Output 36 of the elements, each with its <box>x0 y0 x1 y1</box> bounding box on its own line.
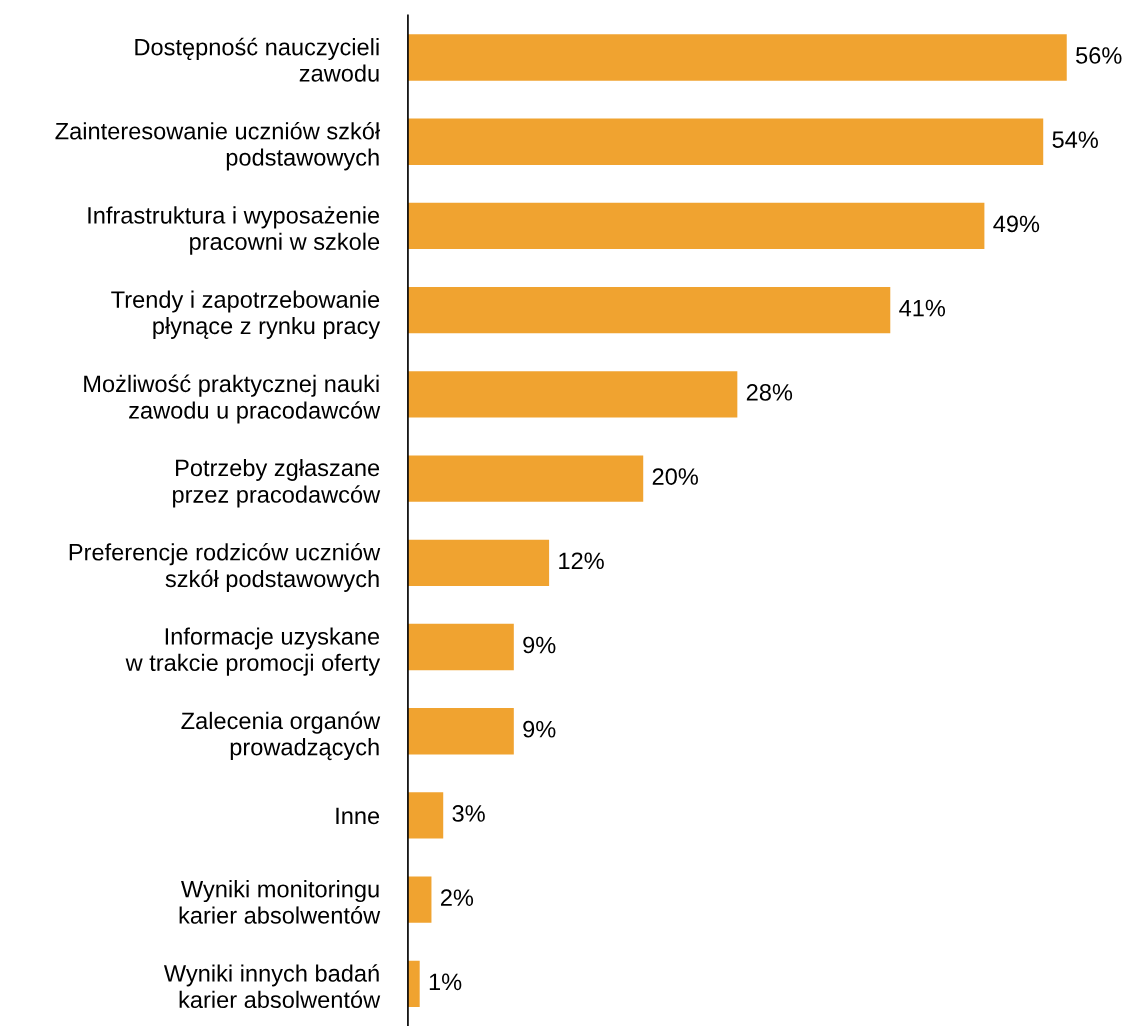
bar <box>407 876 432 923</box>
bar <box>407 960 420 1008</box>
bar <box>407 286 891 334</box>
bar <box>407 792 444 839</box>
y-tick-label: Wyniki monitoringu karier absolwentów <box>179 880 381 924</box>
data-label: 54% <box>1052 131 1098 149</box>
data-label: 49% <box>993 215 1040 233</box>
data-label: 28% <box>746 383 793 401</box>
bar <box>407 623 514 671</box>
bar <box>407 371 738 418</box>
bar <box>407 708 514 755</box>
y-tick-label: Możliwość praktycznej nauki zawodu u pracodawców <box>84 374 381 424</box>
data-label: 41% <box>899 299 946 317</box>
bar <box>407 118 1044 165</box>
data-label: 56% <box>1076 47 1122 64</box>
bar <box>407 455 644 502</box>
bar <box>407 34 1067 81</box>
y-tick-label: Wyniki innych badań karier absolwentów <box>163 964 381 1009</box>
data-label: 1% <box>429 973 462 991</box>
data-label: 9% <box>523 636 556 654</box>
data-label: 9% <box>523 720 556 738</box>
y-tick-label: Zalecenia organów prowadzących <box>181 711 381 761</box>
y-tick-label: Potrzeby zgłaszane przez pracodawców <box>173 458 381 508</box>
bar <box>407 202 985 250</box>
y-tick-label: Zainteresowanie uczniów szkół podstawowych <box>55 121 381 171</box>
data-label: 20% <box>652 468 698 485</box>
y-tick-label: Informacje uzyskane w trakcie promocji oferty <box>125 627 381 676</box>
data-label: 12% <box>559 552 604 570</box>
y-tick-label: Infrastruktura i wyposażenie pracowni w szkole <box>88 206 380 255</box>
bar <box>407 539 550 586</box>
y-tick-label: Dostępność nauczycieli zawodu <box>135 37 379 82</box>
data-label: 3% <box>452 805 485 822</box>
y-tick-label: Preferencje rodziców uczniów szkół podstawowych <box>69 542 381 592</box>
data-label: 2% <box>440 889 474 906</box>
y-tick-label: Trendy i zapotrzebowanie płynące z rynku pracy <box>111 290 381 339</box>
y-tick-label: Inne <box>336 807 380 825</box>
